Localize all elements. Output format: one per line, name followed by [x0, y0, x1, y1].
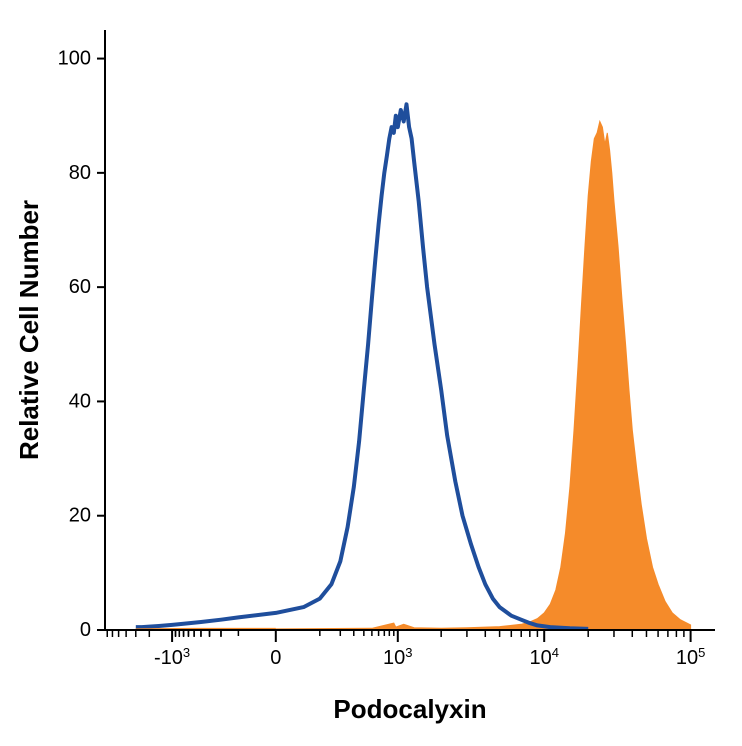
y-tick-label: 20 — [69, 505, 91, 527]
y-tick-label: 40 — [69, 390, 91, 412]
y-tick-label: 60 — [69, 276, 91, 298]
x-axis-label: Podocalyxin — [333, 694, 486, 724]
y-tick-label: 0 — [80, 619, 91, 641]
y-tick-label: 100 — [58, 48, 91, 70]
x-tick-label: 0 — [270, 647, 281, 669]
y-axis-label: Relative Cell Number — [14, 200, 44, 460]
chart-container: 020406080100-1030103104105Relative Cell … — [0, 0, 742, 746]
y-tick-label: 80 — [69, 162, 91, 184]
flow-cytometry-chart: 020406080100-1030103104105Relative Cell … — [0, 0, 742, 746]
